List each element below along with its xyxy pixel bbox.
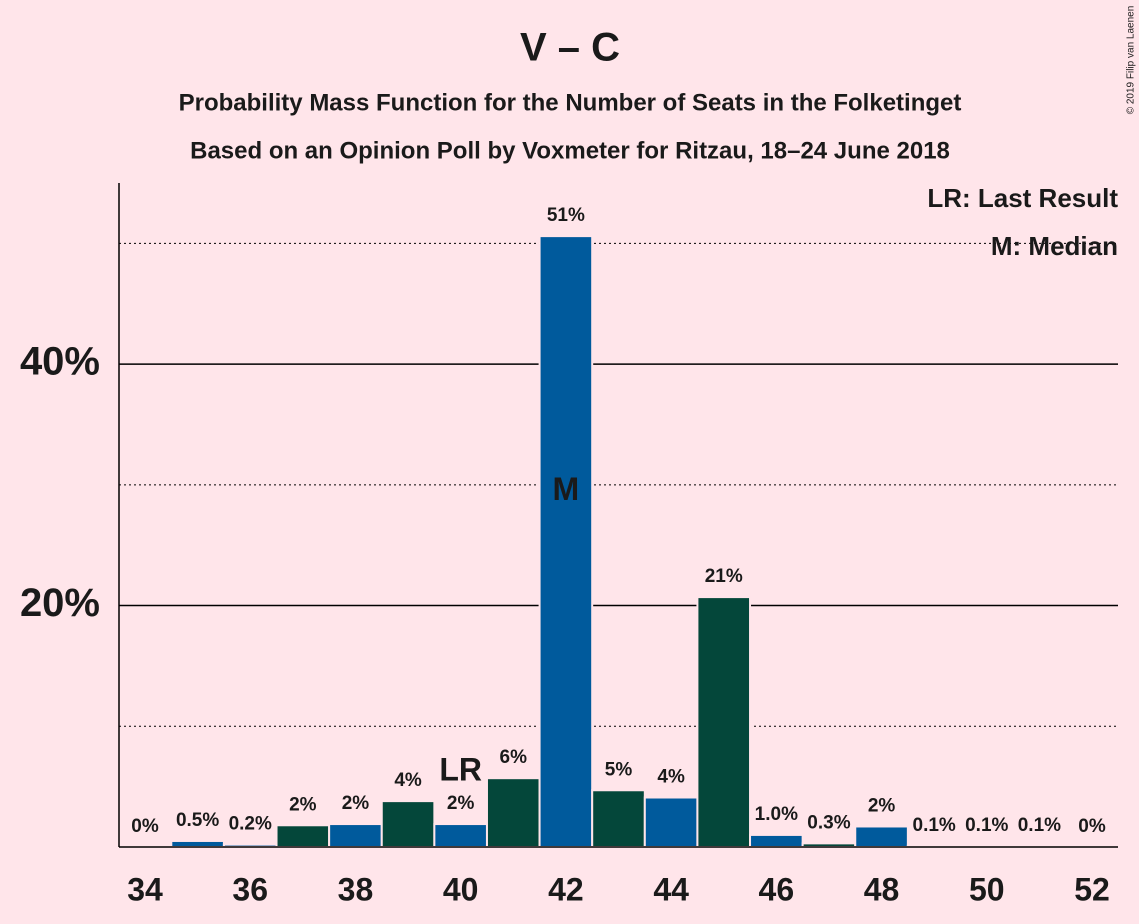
annotation: LR <box>439 752 482 788</box>
x-tick-label: 48 <box>864 871 900 907</box>
legend-entry: LR: Last Result <box>927 183 1118 213</box>
chart-subtitle: Based on an Opinion Poll by Voxmeter for… <box>190 137 950 164</box>
x-tick-label: 44 <box>653 871 689 907</box>
value-label: 6% <box>500 747 528 768</box>
value-label: 0% <box>131 816 159 837</box>
value-label: 0.3% <box>807 812 850 833</box>
x-tick-label: 34 <box>127 871 163 907</box>
value-label: 4% <box>394 770 422 791</box>
x-tick-label: 52 <box>1074 871 1110 907</box>
value-label: 51% <box>547 205 585 226</box>
bar <box>170 839 225 848</box>
value-label: 2% <box>289 794 317 815</box>
chart-subtitle: Probability Mass Function for the Number… <box>179 89 962 116</box>
value-label: 0% <box>1078 816 1106 837</box>
value-label: 0.1% <box>1018 815 1061 836</box>
bar <box>854 825 909 849</box>
bar <box>433 823 488 849</box>
bar <box>749 833 804 848</box>
copyright: © 2019 Filip van Laenen <box>1126 6 1137 115</box>
bar <box>591 789 646 848</box>
value-label: 2% <box>868 795 896 816</box>
value-label: 1.0% <box>755 804 798 825</box>
value-label: 4% <box>657 767 685 788</box>
x-tick-label: 42 <box>548 871 584 907</box>
bar <box>538 235 594 848</box>
chart-title: V – C <box>520 26 620 70</box>
y-tick-label: 40% <box>20 340 100 384</box>
legend-entry: M: Median <box>991 231 1118 261</box>
annotation: M <box>553 471 580 507</box>
bar <box>328 823 383 849</box>
x-tick-label: 46 <box>759 871 795 907</box>
x-tick-label: 38 <box>338 871 374 907</box>
x-tick-label: 40 <box>443 871 479 907</box>
bar <box>696 596 752 848</box>
value-label: 2% <box>447 793 475 814</box>
y-tick-label: 20% <box>20 581 100 625</box>
bar <box>485 777 541 848</box>
bar <box>643 796 699 849</box>
value-label: 0.1% <box>913 815 956 836</box>
bar <box>275 824 331 849</box>
value-label: 21% <box>705 566 743 587</box>
bar <box>380 800 436 849</box>
value-label: 5% <box>605 759 633 780</box>
x-tick-label: 50 <box>969 871 1005 907</box>
value-label: 0.5% <box>176 810 219 831</box>
x-tick-label: 36 <box>232 871 268 907</box>
value-label: 0.2% <box>229 814 272 835</box>
value-label: 0.1% <box>965 815 1008 836</box>
value-label: 2% <box>342 793 370 814</box>
